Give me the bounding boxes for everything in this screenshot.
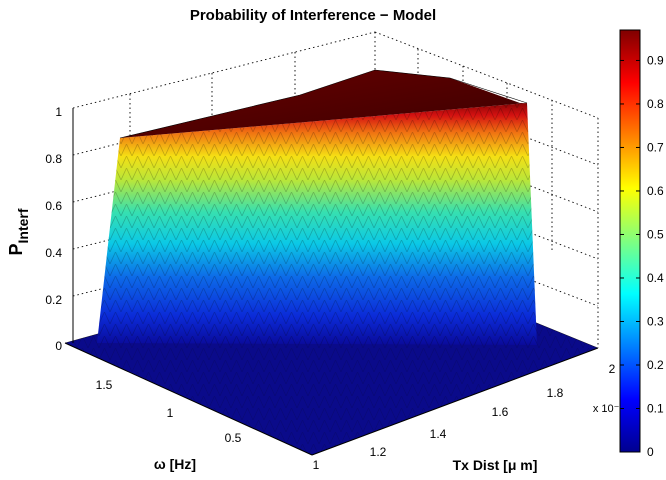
z-tick-label: 0 [55,339,62,353]
svg-text:PInterf: PInterf [6,208,31,255]
colorbar-tick-label: 0.8 [647,97,664,111]
z-label-sub: Interf [15,208,31,243]
z-tick-label: 1 [55,105,62,119]
z-tick-label: 0.8 [45,152,62,166]
colorbar-tick-label: 0.1 [647,401,664,415]
txdist-axis-label: Tx Dist [μ m] [453,457,538,473]
x-exponent-label: x 10⁻³ [593,403,624,415]
x-tick-label: 1.2 [370,445,387,459]
colorbar-tick-label: 0.4 [647,271,664,285]
colorbar-tick-label: 0 [647,445,654,459]
x-tick-label: 1.4 [430,427,447,441]
txdist-axis: 1.2 1.4 1.6 1.8 2 x 10⁻³ [311,347,624,459]
surface-top-ridge [119,69,528,139]
colorbar-gradient [619,29,641,453]
x-tick-label: 1.6 [492,405,509,419]
colorbar-tick-label: 0.7 [647,140,664,154]
omega-tick-label: 1 [313,458,320,472]
z-tick-label: 0.2 [45,293,62,307]
colorbar-ticks: 0 0.1 0.2 0.3 0.4 0.5 0.6 0.7 0.8 0.9 [620,53,664,459]
z-tick-label: 0.4 [45,246,62,260]
chart-title: Probability of Interference − Model [190,7,436,24]
colorbar-tick-label: 0.9 [647,53,664,67]
colorbar-tick-label: 0.3 [647,314,664,328]
colorbar-tick-label: 0.2 [647,358,664,372]
z-label-main: P [6,243,26,255]
colorbar-tick-label: 0.6 [647,184,664,198]
z-axis-label: PInterf [6,208,31,255]
x-tick-label: 2 [609,362,616,376]
colorbar: 0 0.1 0.2 0.3 0.4 0.5 0.6 0.7 0.8 0.9 [619,29,664,459]
z-tick-label: 0.6 [45,199,62,213]
omega-tick-label: 1.5 [96,378,113,392]
omega-tick-label: 1 [167,406,174,420]
x-tick-label: 1.8 [547,386,564,400]
omega-tick-label: 0.5 [225,431,242,445]
omega-axis-label: ω [Hz] [154,456,196,472]
surface-top-face [120,70,527,138]
colorbar-tick-label: 0.5 [647,227,664,241]
surface-front-face-facets [97,103,537,345]
omega-axis: 1.5 1 0.5 1 [64,342,320,472]
z-axis: 1 0.8 0.6 0.4 0.2 0 [45,105,74,353]
